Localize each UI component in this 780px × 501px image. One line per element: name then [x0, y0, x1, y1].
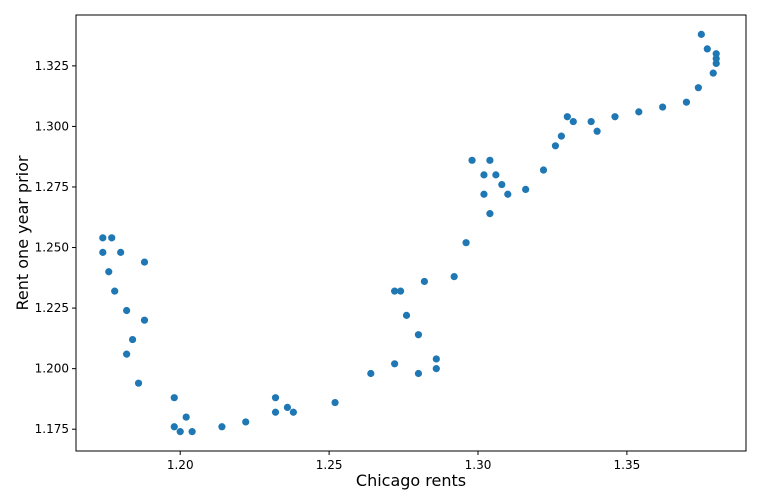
y-axis: 1.175 1.200 1.225 1.250 1.275 1.300 1.325 [35, 59, 76, 436]
data-point [242, 418, 250, 426]
y-axis-label: Rent one year prior [13, 155, 32, 310]
data-point [480, 171, 488, 179]
data-point [396, 287, 405, 295]
data-point [271, 408, 280, 416]
plot-frame [75, 14, 747, 452]
data-point [709, 69, 717, 77]
data-point [289, 408, 297, 416]
data-point [450, 273, 458, 281]
data-point [462, 239, 470, 247]
data-point [635, 108, 643, 116]
data-point [587, 117, 595, 126]
data-point [697, 30, 705, 38]
data-point [712, 59, 720, 68]
data-point [111, 287, 119, 295]
data-point [271, 394, 280, 402]
y-tick-label: 1.275 [35, 180, 69, 194]
data-point [402, 311, 411, 319]
y-tick-label: 1.175 [35, 422, 69, 436]
data-point [128, 335, 137, 344]
y-tick-label: 1.300 [35, 119, 69, 133]
data-point [99, 248, 107, 256]
data-point [391, 287, 399, 295]
x-axis: 1.20 1.25 1.30 1.35 [167, 451, 640, 472]
y-tick-label: 1.225 [35, 301, 69, 315]
data-point [557, 132, 565, 140]
data-point [694, 84, 702, 92]
data-point [539, 166, 548, 174]
data-point [134, 379, 143, 387]
data-point [468, 156, 476, 164]
data-point [283, 403, 292, 411]
x-tick-label: 1.35 [614, 458, 641, 472]
x-tick-label: 1.25 [316, 458, 343, 472]
data-point [480, 190, 488, 198]
x-tick-label: 1.20 [167, 458, 194, 472]
data-point [99, 234, 107, 242]
data-point [432, 355, 440, 363]
data-point [123, 350, 131, 358]
data-point [182, 413, 190, 421]
data-point [367, 369, 375, 378]
data-points [99, 30, 720, 436]
data-point [140, 316, 149, 324]
x-tick-label: 1.30 [465, 458, 492, 472]
data-point [218, 423, 226, 431]
data-point [414, 369, 423, 378]
data-point [682, 98, 691, 106]
x-axis-label: Chicago rents [356, 471, 466, 490]
data-point [563, 113, 571, 121]
data-point [569, 117, 577, 126]
data-point [140, 258, 149, 266]
y-tick-label: 1.325 [35, 59, 69, 73]
data-point [170, 394, 178, 402]
data-point [414, 331, 423, 339]
data-point [391, 360, 399, 368]
data-point [331, 398, 339, 407]
data-point [420, 277, 428, 286]
data-point [486, 210, 494, 218]
data-point [108, 234, 116, 242]
data-point [703, 45, 711, 53]
data-point [105, 268, 113, 276]
data-point [659, 103, 667, 111]
data-point [176, 428, 184, 436]
data-point [188, 428, 196, 436]
y-tick-label: 1.250 [35, 241, 69, 255]
data-point [611, 113, 619, 121]
data-point [593, 127, 601, 135]
data-point [123, 306, 131, 315]
data-point [117, 248, 125, 256]
data-point [551, 142, 560, 150]
data-point [492, 171, 500, 179]
data-point [170, 423, 178, 431]
data-point [486, 156, 494, 164]
y-tick-label: 1.200 [35, 362, 69, 376]
data-point [432, 365, 440, 373]
data-point [504, 190, 512, 198]
data-point [522, 185, 530, 193]
data-point [498, 180, 506, 189]
